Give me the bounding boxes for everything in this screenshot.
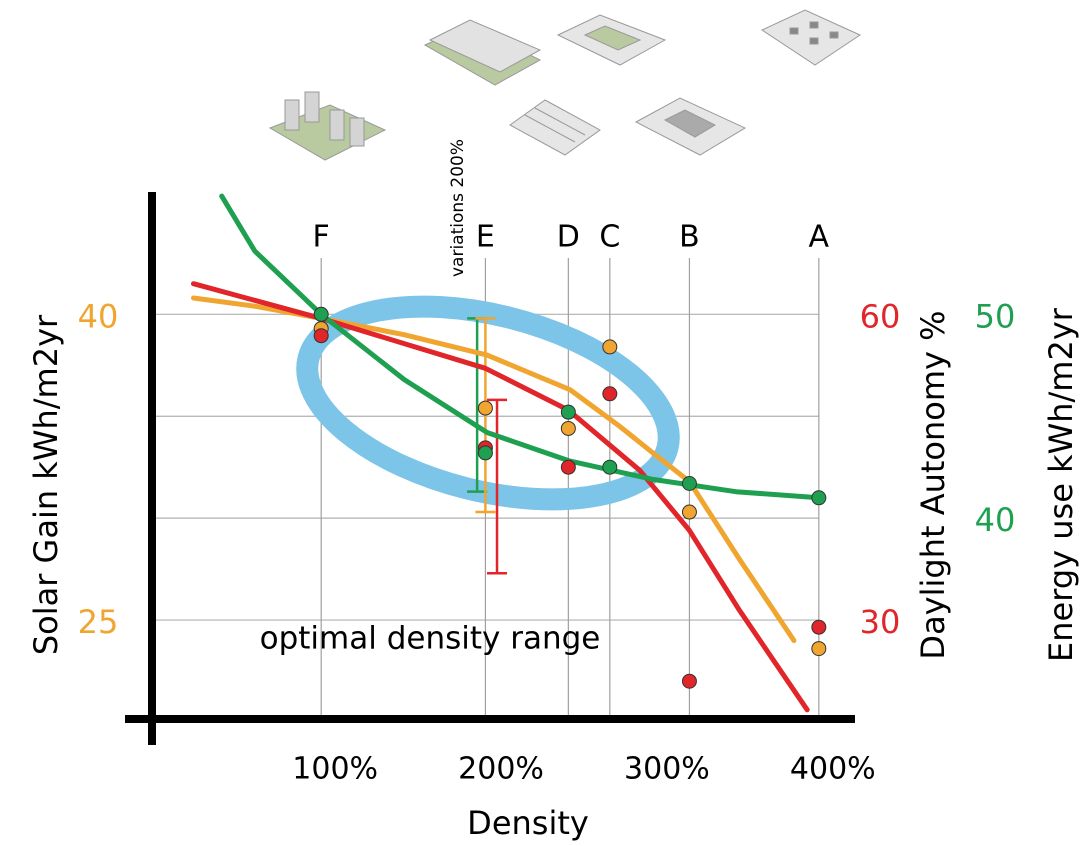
data-point xyxy=(811,641,827,657)
data-point xyxy=(313,328,329,344)
building-icon xyxy=(509,99,601,156)
y3-tick-label: 40 xyxy=(975,501,1016,539)
y3-tick-label: 50 xyxy=(975,297,1016,335)
building-icons xyxy=(268,9,862,161)
data-point xyxy=(681,504,697,520)
data-point xyxy=(477,400,493,416)
building-type-label: C xyxy=(599,220,620,255)
x-axis-title: Density xyxy=(467,804,589,842)
y-tick-label: 40 xyxy=(78,297,119,335)
data-point xyxy=(602,339,618,355)
building-icon xyxy=(760,9,862,66)
building-type-label: F xyxy=(313,220,330,255)
building-type-label: B xyxy=(679,220,700,255)
y2-tick-label: 30 xyxy=(860,603,901,641)
annotation: variations 200% xyxy=(448,139,468,277)
x-tick-label: 100% xyxy=(292,752,378,787)
building-type-label: A xyxy=(809,220,830,255)
data-point xyxy=(602,459,618,475)
optimal-range-highlight xyxy=(296,295,680,511)
y2-axis-title: Daylight Autonomy % xyxy=(914,310,952,659)
y-axis-title: Solar Gain kWh/m2yr xyxy=(27,314,65,655)
data-point xyxy=(560,459,576,475)
building-type-label: D xyxy=(557,220,580,255)
data-point xyxy=(681,476,697,491)
building-icon xyxy=(268,91,387,161)
building-type-label: E xyxy=(476,220,495,255)
y3-axis-title: Energy use kWh/m2yr xyxy=(1042,307,1080,662)
x-tick-label: 300% xyxy=(624,752,710,787)
data-point xyxy=(811,619,827,635)
series-line xyxy=(191,295,797,643)
data-point xyxy=(811,490,827,506)
x-tick-label: 200% xyxy=(458,752,544,787)
x-tick-label: 400% xyxy=(790,752,876,787)
data-point xyxy=(681,673,697,689)
data-point xyxy=(560,420,576,436)
building-icon xyxy=(556,14,667,66)
data-point xyxy=(560,404,576,420)
y-tick-label: 25 xyxy=(78,603,119,641)
series-line xyxy=(219,193,822,501)
data-point xyxy=(602,386,618,402)
series-line xyxy=(191,281,810,713)
annotation: optimal density range xyxy=(260,621,601,657)
building-icon xyxy=(634,97,747,156)
data-point xyxy=(313,306,329,322)
y2-tick-label: 60 xyxy=(860,297,901,335)
building-icon xyxy=(423,19,542,86)
data-point xyxy=(477,445,493,461)
